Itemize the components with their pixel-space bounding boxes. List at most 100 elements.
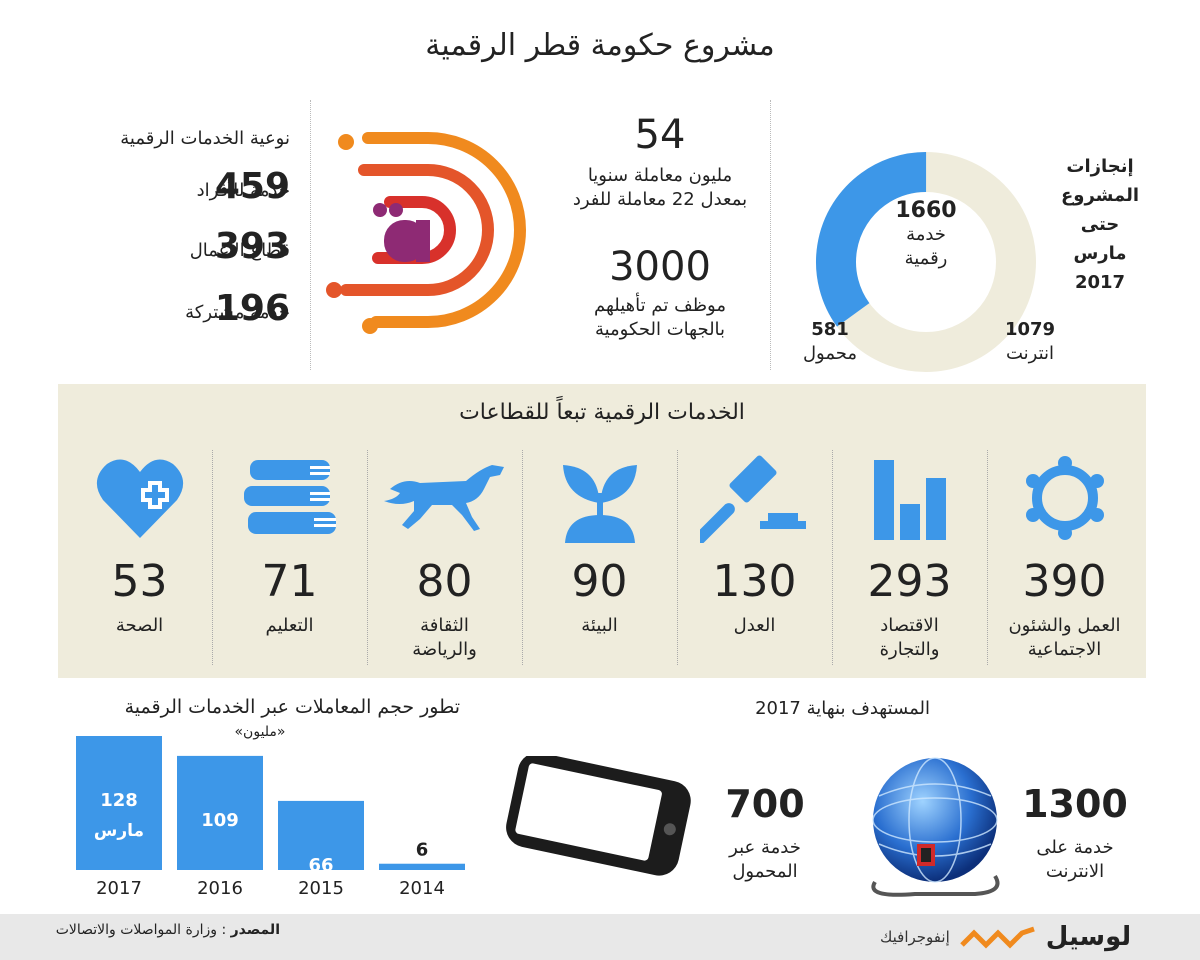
year-tick-label: 2017 (96, 878, 142, 899)
page-title: مشروع حكومة قطر الرقمية (425, 28, 775, 63)
sector-label: والتجارة (879, 639, 940, 660)
sector-number: 90 (571, 556, 628, 607)
target-internet-label: خدمة على الانترنت (1015, 836, 1135, 884)
bar-2015 (278, 800, 364, 870)
sector-health: 53 الصحة (62, 448, 217, 668)
achievements-label-line: حتى (1080, 214, 1120, 235)
service-type-row: قطاع الأعمال (60, 228, 290, 272)
sector-label: العمل والشئون (1008, 615, 1121, 636)
sector-label: البيئة (581, 615, 618, 636)
employees-text: موظف تم تأهيلهم بالجهات الحكومية (540, 294, 780, 342)
employees-line: موظف تم تأهيلهم (594, 295, 726, 316)
legend-mobile-label: محمول (802, 343, 858, 364)
service-type-label: خدمة مشتركة (185, 301, 290, 323)
sector-number: 71 (261, 556, 318, 607)
target-mobile-line: خدمة عبر (729, 837, 801, 858)
divider (832, 450, 833, 665)
chart-title: تطور حجم المعاملات عبر الخدمات الرقمية (124, 696, 460, 718)
donut-total-label: خدمة (906, 224, 946, 245)
divider (310, 100, 311, 370)
target-mobile-label: خدمة عبر المحمول (710, 836, 820, 884)
brand-subtitle: إنفوجرافيك (880, 928, 950, 946)
chart-unit: «مليون» (234, 724, 286, 740)
books-icon (243, 460, 336, 534)
year-tick-label: 2016 (197, 878, 243, 899)
target-internet-line: الانترنت (1045, 861, 1105, 882)
transactions-text: مليون معاملة سنويا بمعدل 22 معاملة للفرد (540, 164, 780, 212)
donut-center: 1660 خدمة رقمية (856, 198, 996, 271)
bar-value-label: 109 (201, 810, 239, 831)
sector-number: 130 (712, 556, 797, 607)
brand-logo: لوسيل إنفوجرافيك (880, 914, 1170, 960)
gavel-icon (699, 455, 806, 543)
brand-name: لوسيل (1045, 922, 1132, 952)
sector-justice: 130 العدل (677, 448, 832, 668)
target-mobile-number: 700 (725, 782, 805, 826)
bar-2017 (76, 736, 162, 870)
divider (987, 450, 988, 665)
sector-culture-sports: 80 الثقافة والرياضة (367, 448, 522, 668)
sector-social-affairs: 390 العمل والشئون الاجتماعية (987, 448, 1142, 668)
source-value: : وزارة المواصلات والاتصالات (55, 922, 227, 938)
transactions-line: بمعدل 22 معاملة للفرد (572, 189, 748, 210)
target-mobile-line: المحمول (732, 861, 798, 882)
service-type-label: قطاع الأعمال (189, 239, 290, 261)
service-type-label: خدمة للأفراد (196, 179, 290, 201)
sector-label: الثقافة (420, 615, 469, 636)
bar-value-label: 66 (308, 855, 333, 876)
sector-number: 53 (111, 556, 168, 607)
bar-value-label: 6 (416, 840, 429, 861)
achievements-label-line: 2017 (1074, 272, 1126, 293)
bar-2016 (177, 755, 263, 870)
sector-number: 390 (1022, 556, 1107, 607)
bar-extra-label: مارس (94, 821, 144, 841)
plant-icon (562, 465, 637, 543)
service-type-number: 393 (214, 226, 290, 267)
sector-label: الاقتصاد (880, 615, 939, 636)
sector-label: الاجتماعية (1027, 639, 1102, 660)
legend-internet: 1079 انترنت (990, 318, 1070, 366)
employees-number: 3000 (609, 244, 711, 290)
divider (522, 450, 523, 665)
service-type-row: خدمة مشتركة (60, 290, 290, 334)
sector-number: 80 (416, 556, 473, 607)
source-credit: المصدر : وزارة المواصلات والاتصالات (20, 922, 280, 938)
achievements-label-line: إنجازات (1066, 156, 1134, 177)
sector-number: 293 (867, 556, 952, 607)
sector-label: التعليم (265, 615, 314, 636)
brand-zigzag-icon (959, 926, 1035, 949)
divider (770, 100, 771, 370)
bar-value-label: 128 (100, 790, 138, 811)
achievements-label-line: مارس (1073, 243, 1127, 264)
target-internet-number: 1300 (1022, 782, 1128, 826)
source-label: المصدر (230, 922, 280, 938)
sector-environment: 90 البيئة (522, 448, 677, 668)
people-circle-icon (1025, 456, 1104, 540)
year-tick-label: 2014 (399, 878, 445, 899)
donut-total: 1660 (895, 198, 957, 223)
legend-internet-value: 1079 (1004, 319, 1056, 340)
digital-gov-logo (326, 132, 526, 334)
sector-label: والرياضة (412, 639, 477, 660)
service-type-row: خدمة للأفراد (60, 168, 290, 212)
sector-economy: 293 الاقتصاد والتجارة (832, 448, 987, 668)
legend-mobile-value: 581 (811, 319, 849, 340)
donut-total-label: رقمية (904, 248, 948, 269)
horse-icon (383, 465, 504, 531)
legend-internet-label: انترنت (1005, 343, 1055, 364)
transactions-number: 54 (634, 112, 686, 158)
divider (212, 450, 213, 665)
bar-chart-icon (873, 460, 946, 540)
sector-label: العدل (733, 615, 776, 636)
sectors-title: الخدمات الرقمية تبعاً للقطاعات (459, 400, 745, 425)
targets-title: المستهدف بنهاية 2017 (755, 698, 930, 719)
target-internet-line: خدمة على (1036, 837, 1114, 858)
transactions-line: مليون معاملة سنويا (587, 165, 733, 186)
sector-label: الصحة (115, 615, 164, 636)
service-type-number: 196 (214, 288, 290, 329)
service-type-number: 459 (214, 166, 290, 207)
smartphone-icon (506, 756, 691, 876)
achievements-label: إنجازات المشروع حتى مارس 2017 (1045, 152, 1155, 297)
heart-plus-icon (96, 459, 183, 538)
